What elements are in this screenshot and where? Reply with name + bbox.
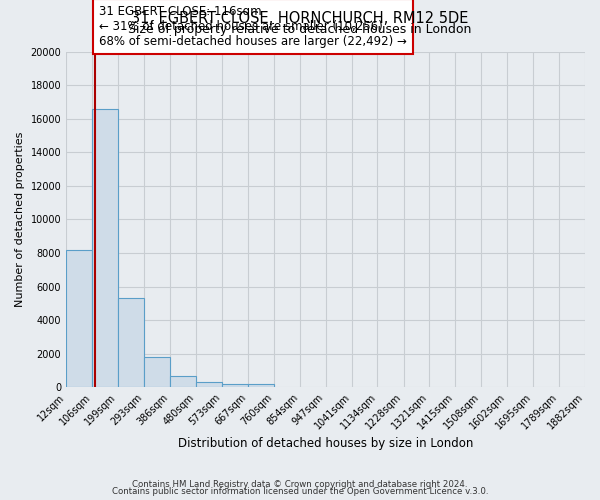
Text: 31, EGBERT CLOSE, HORNCHURCH, RM12 5DE: 31, EGBERT CLOSE, HORNCHURCH, RM12 5DE bbox=[131, 11, 469, 26]
Y-axis label: Number of detached properties: Number of detached properties bbox=[15, 132, 25, 307]
Bar bbox=[248, 384, 274, 388]
Text: Contains public sector information licensed under the Open Government Licence v.: Contains public sector information licen… bbox=[112, 487, 488, 496]
Text: Contains HM Land Registry data © Crown copyright and database right 2024.: Contains HM Land Registry data © Crown c… bbox=[132, 480, 468, 489]
Bar bbox=[118, 298, 144, 388]
Bar bbox=[196, 382, 222, 388]
Bar bbox=[144, 357, 170, 388]
Bar bbox=[170, 376, 196, 388]
X-axis label: Distribution of detached houses by size in London: Distribution of detached houses by size … bbox=[178, 437, 473, 450]
Text: 31 EGBERT CLOSE: 116sqm
← 31% of detached houses are smaller (10,256)
68% of sem: 31 EGBERT CLOSE: 116sqm ← 31% of detache… bbox=[99, 5, 407, 48]
Bar bbox=[222, 384, 248, 388]
Bar bbox=[92, 108, 118, 388]
Text: Size of property relative to detached houses in London: Size of property relative to detached ho… bbox=[128, 22, 472, 36]
Bar bbox=[66, 250, 92, 388]
